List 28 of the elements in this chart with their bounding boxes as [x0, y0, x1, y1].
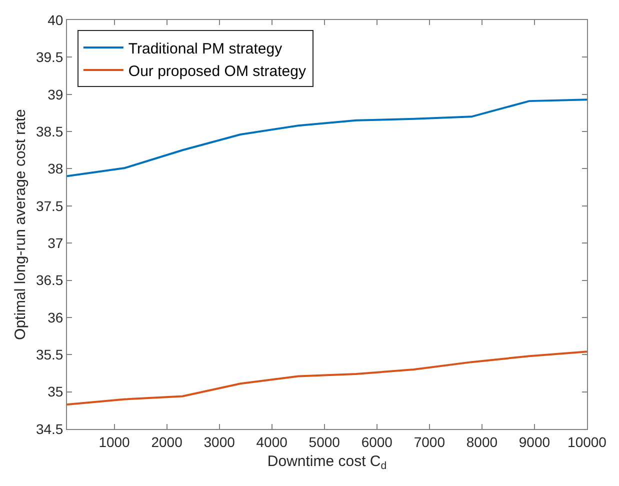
- y-tick-label: 39.5: [36, 49, 64, 66]
- x-tick-label: 10000: [568, 434, 607, 450]
- x-tick-label: 5000: [308, 434, 340, 450]
- y-axis-title: Optimal long-run average cost rate: [12, 109, 30, 340]
- x-axis-title: Downtime cost C$_{d}$: [267, 452, 387, 472]
- line-series: [67, 350, 587, 406]
- x-tick-label: 6000: [361, 434, 393, 450]
- y-tick-label: 35: [48, 384, 64, 400]
- legend-label: Traditional PM strategy: [128, 40, 283, 58]
- y-tick-label: 36: [48, 309, 64, 326]
- x-tick-label: 2000: [151, 434, 183, 450]
- x-tick-label: 9000: [518, 434, 550, 450]
- x-tick-label: 1000: [98, 434, 130, 450]
- y-tick-label: 36.5: [36, 272, 64, 288]
- line-series: [67, 98, 587, 178]
- y-tick-label: 37.5: [36, 198, 64, 214]
- x-tick-label: 7000: [414, 434, 446, 450]
- x-tick-label: 3000: [204, 434, 236, 450]
- x-tick-label: 8000: [466, 434, 498, 450]
- y-tick-label: 38.5: [36, 123, 64, 140]
- y-tick-label: 38: [48, 160, 64, 177]
- y-tick-label: 40: [48, 12, 64, 28]
- y-tick-label: 39: [48, 86, 64, 102]
- y-tick-label: 37: [48, 234, 64, 251]
- legend-label: Our proposed OM strategy: [128, 62, 306, 80]
- y-tick-label: 34.5: [36, 420, 64, 437]
- y-tick-label: 35.5: [36, 346, 64, 363]
- x-tick-label: 4000: [256, 434, 288, 450]
